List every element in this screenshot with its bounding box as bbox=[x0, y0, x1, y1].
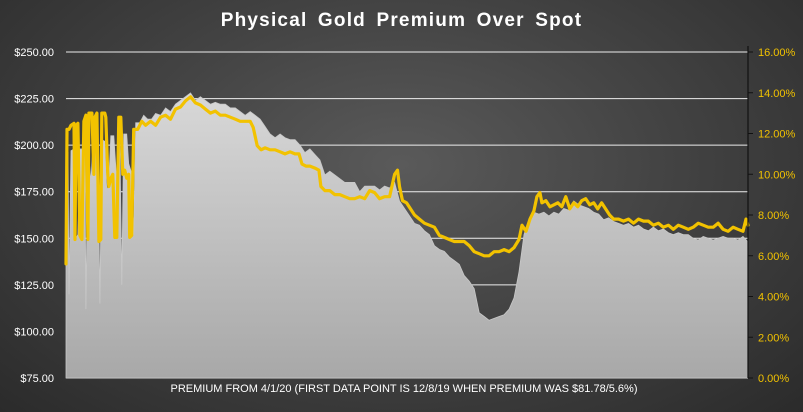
right-tick-label: 12.00% bbox=[758, 129, 796, 141]
premium-dollar-series bbox=[65, 92, 749, 379]
premium-dollar-area bbox=[65, 92, 749, 379]
left-tick-label: $150.00 bbox=[14, 233, 54, 245]
right-tick-label: 16.00% bbox=[758, 47, 796, 59]
left-axis: $75.00 $100.00 $125.00 $150.00 $175.00 $200.0… bbox=[14, 47, 54, 385]
right-tick-label: 8.00% bbox=[758, 210, 789, 222]
right-tick-label: 14.00% bbox=[758, 88, 796, 100]
chart-title: Physical Gold Premium Over Spot bbox=[220, 10, 583, 31]
right-tick-label: 0.00% bbox=[758, 373, 789, 385]
left-tick-label: $100.00 bbox=[14, 326, 54, 338]
right-tick-label: 2.00% bbox=[758, 332, 789, 344]
left-tick-label: $125.00 bbox=[14, 280, 54, 292]
left-tick-label: $200.00 bbox=[14, 140, 54, 152]
left-tick-label: $175.00 bbox=[14, 187, 54, 199]
right-tick-label: 10.00% bbox=[758, 169, 796, 181]
left-tick-label: $250.00 bbox=[14, 47, 54, 59]
x-axis-label: PREMIUM FROM 4/1/20 (FIRST DATA POINT IS… bbox=[170, 383, 637, 395]
left-tick-label: $75.00 bbox=[20, 373, 54, 385]
right-tick-label: 6.00% bbox=[758, 251, 789, 263]
left-tick-label: $225.00 bbox=[14, 94, 54, 106]
premium-percent-line bbox=[64, 95, 750, 266]
premium-percent-series bbox=[64, 95, 750, 266]
right-axis: 0.00% 2.00% 4.00% 6.00% 8.00% 10.00% 12.00% 14.… bbox=[747, 46, 796, 385]
right-tick-label: 4.00% bbox=[758, 292, 789, 304]
